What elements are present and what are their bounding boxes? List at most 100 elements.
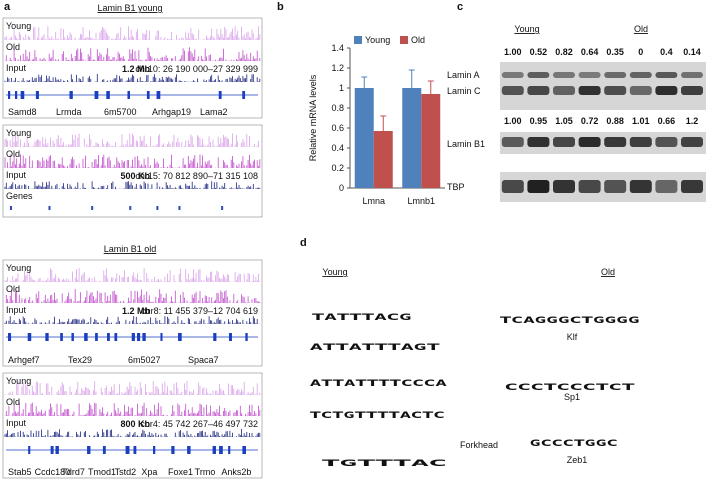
exon [20, 91, 25, 99]
band [527, 86, 550, 95]
logo-letter: T [427, 343, 441, 353]
track-label: Old [6, 284, 20, 294]
gene-mark [221, 206, 224, 210]
exon [228, 333, 232, 341]
exon [35, 91, 39, 99]
gene-name: Tdrd7 [61, 467, 85, 477]
logo-letter: A [523, 316, 534, 326]
logo-letter: G [558, 316, 569, 326]
gene-name: Samd8 [8, 107, 37, 117]
exon [8, 333, 12, 341]
logo-letter: T [423, 411, 435, 421]
exon [152, 446, 156, 454]
logo-letter: C [609, 383, 622, 393]
band [604, 72, 627, 78]
band [501, 72, 524, 78]
logo-letter: G [605, 316, 616, 326]
logo-letter: G [530, 439, 541, 449]
group-label: Old [634, 24, 648, 34]
track-label: Young [6, 263, 31, 273]
y-tick-label: 1 [339, 83, 344, 93]
logo-letter: C [557, 383, 570, 393]
gene-name: 6m5027 [128, 355, 161, 365]
gene-name: Trmo [195, 467, 216, 477]
signal-track [4, 154, 261, 168]
x-tick-label: Lmnb1 [407, 196, 435, 206]
band [604, 86, 627, 95]
exon [219, 446, 223, 454]
logo-letter: A [310, 343, 323, 353]
track-box [2, 124, 263, 218]
x-tick-label: Lmna [362, 196, 385, 206]
exon [14, 91, 18, 99]
signal-track [4, 74, 261, 82]
band [553, 137, 575, 147]
blot-label: Lamin A [447, 70, 480, 80]
motif-name: Klf [567, 332, 578, 342]
quant-value: 0.72 [581, 116, 599, 126]
signal-track [4, 268, 261, 282]
logo-letter: T [333, 379, 345, 389]
exon [156, 91, 161, 99]
gene-name: Xpa [141, 467, 157, 477]
exon [106, 91, 110, 99]
exon [127, 91, 131, 99]
track-label: Input [6, 418, 27, 428]
motif-name: Forkhead [460, 440, 498, 450]
exon [71, 333, 74, 341]
bar [402, 88, 422, 188]
quant-value: 1.05 [555, 116, 573, 126]
exon [213, 333, 217, 341]
logo-letter: T [376, 459, 396, 469]
quant-value: 0.64 [581, 47, 599, 57]
y-tick-label: 1.4 [331, 43, 344, 53]
quant-value: 0.95 [530, 116, 548, 126]
track-label: Young [6, 376, 31, 386]
coords: chr15: 70 812 890–71 315 108 [135, 171, 258, 181]
motif-name: Zeb1 [567, 455, 588, 465]
logo-letter: C [583, 383, 596, 393]
logo-letter: G [596, 439, 607, 449]
signal-track [4, 316, 261, 324]
logo-letter: T [350, 313, 364, 323]
logo-letter: T [355, 411, 367, 421]
exon [146, 91, 150, 99]
coords: chr10: 26 190 000–27 329 999 [135, 64, 258, 74]
logo-letter: T [312, 313, 326, 323]
logo-letter: C [401, 379, 413, 389]
signal-track [4, 289, 261, 303]
gene-name: 6m5700 [104, 107, 137, 117]
gene-mark [91, 206, 94, 210]
quant-value: 0.66 [658, 116, 676, 126]
legend-swatch [354, 36, 362, 44]
logo-letter: G [535, 316, 546, 326]
signal-track [4, 133, 259, 147]
logo-letter: C [424, 379, 436, 389]
logo-letter: T [333, 411, 345, 421]
logo-letter: G [617, 316, 628, 326]
exon [84, 333, 88, 341]
logo-letter: A [349, 343, 362, 353]
logo-letter: A [436, 379, 447, 389]
gene-name: Arhgef7 [8, 355, 40, 365]
logo-letter: G [414, 343, 427, 353]
coords: chr4: 45 742 267–46 497 732 [140, 419, 258, 429]
logo-letter: G [547, 316, 558, 326]
logo-letter: C [531, 383, 544, 393]
band [655, 86, 678, 95]
gene-name: Tmod1 [88, 467, 116, 477]
exon [45, 333, 49, 341]
logo-letter: A [411, 459, 428, 469]
gene-name: Anks2b [221, 467, 251, 477]
logo-letter: G [340, 459, 357, 469]
group-label: Old [601, 267, 615, 277]
signal-track [4, 429, 261, 437]
quant-value: 1.01 [632, 116, 650, 126]
logo-letter: T [322, 459, 342, 469]
logo-letter: C [563, 439, 574, 449]
band [655, 180, 678, 193]
logo-letter: T [390, 379, 402, 389]
band [629, 137, 652, 147]
band [553, 180, 575, 193]
logo-letter: C [512, 316, 524, 326]
